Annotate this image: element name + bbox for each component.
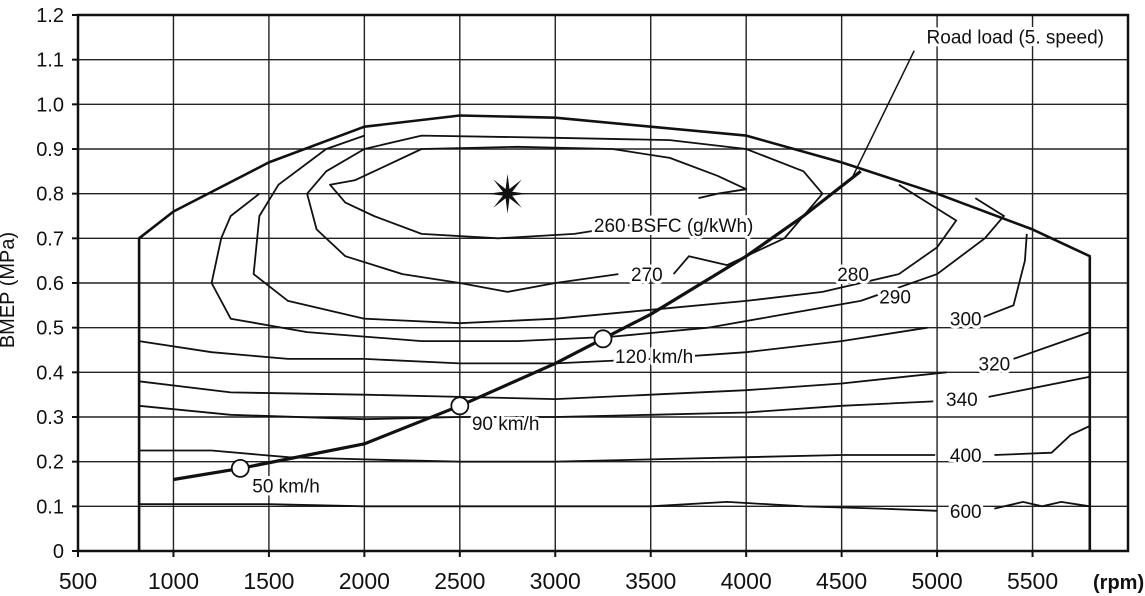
x-axis-label: (rpm) xyxy=(1093,572,1144,594)
y-tick-label: 0.1 xyxy=(36,496,64,518)
x-tick-label: 1000 xyxy=(148,568,199,594)
y-tick-label: 0.2 xyxy=(36,452,64,474)
x-tick-label: 4500 xyxy=(816,568,867,594)
contour-label-270: 270 xyxy=(631,265,663,286)
y-tick-label: 0.8 xyxy=(36,184,64,206)
contour-line-600 xyxy=(139,500,938,512)
x-tick-label: 4000 xyxy=(721,568,772,594)
y-tick-label: 0.4 xyxy=(36,362,64,384)
y-tick-label: 0 xyxy=(53,541,64,563)
y-axis-label: BMEP (MPa) xyxy=(0,232,19,348)
contour-line-400 xyxy=(139,449,936,463)
x-tick-label: 2000 xyxy=(339,568,390,594)
speed-marker-label: 90 km/h xyxy=(472,414,540,435)
contour-line-280 xyxy=(252,134,823,325)
y-tick-label: 0.3 xyxy=(36,407,64,429)
y-tick-label: 1.1 xyxy=(36,50,64,72)
contour-line-segment xyxy=(1013,331,1091,360)
y-tick-label: 0.6 xyxy=(36,273,64,295)
speed-marker xyxy=(450,396,470,416)
x-tick-label: 5000 xyxy=(912,568,963,594)
contour-line-segment xyxy=(698,192,718,199)
y-tick-label: 0.5 xyxy=(36,318,64,340)
speed-marker-label: 120 km/h xyxy=(615,347,693,368)
contour-line-segment xyxy=(978,233,1028,320)
y-tick-label: 1.0 xyxy=(36,94,64,116)
contour-label-340: 340 xyxy=(946,390,978,411)
contour-line-340 xyxy=(139,400,934,421)
plot-frame xyxy=(76,13,1130,553)
y-tick-label: 0.7 xyxy=(36,228,64,250)
contour-line-270 xyxy=(306,134,824,293)
contour-label-320: 320 xyxy=(979,354,1011,375)
x-tick-label: 5500 xyxy=(1007,568,1058,594)
road-load-curve xyxy=(173,50,915,482)
contour-label-260: 260 BSFC (g/kWh) xyxy=(594,216,753,237)
contour-label-300: 300 xyxy=(950,310,982,331)
contour-line-segment xyxy=(860,197,1006,302)
x-tick-label: 1500 xyxy=(243,568,294,594)
speed-marker-label: 50 km/h xyxy=(252,476,320,497)
contour-line-segment xyxy=(994,500,1090,510)
contour-line-320 xyxy=(138,371,947,401)
contour-line-segment xyxy=(994,425,1091,456)
y-tick-label: 0.9 xyxy=(36,139,64,161)
contour-label-290: 290 xyxy=(879,287,911,308)
road-load-line xyxy=(173,170,862,482)
contour-line-290 xyxy=(210,192,861,343)
bsfc-contours xyxy=(138,134,1091,512)
axes: 500 1000 1500 2000 2500 3000 3500 4000 4500 5000 5… xyxy=(36,5,1130,594)
contour-label-600: 600 xyxy=(950,502,982,523)
contour-line-300 xyxy=(138,326,928,365)
x-tick-label: 3000 xyxy=(530,568,581,594)
contour-line-segment xyxy=(822,183,958,293)
contour-line-260 xyxy=(329,145,748,240)
full-load-boundary xyxy=(137,114,1092,551)
road-load-label: Road load (5. speed) xyxy=(927,27,1104,48)
contour-label-280: 280 xyxy=(837,265,869,286)
x-tick-label: 2500 xyxy=(434,568,485,594)
y-tick-label: 1.2 xyxy=(36,5,64,27)
speed-marker xyxy=(230,458,250,478)
road-load-leader xyxy=(852,50,915,177)
x-tick-label: 500 xyxy=(59,568,97,594)
optimum-star-marker xyxy=(487,173,528,214)
x-tick-label: 3500 xyxy=(625,568,676,594)
contour-label-400: 400 xyxy=(950,446,982,467)
speed-marker xyxy=(593,329,613,349)
full-load-curve xyxy=(137,114,1092,551)
contour-line-segment xyxy=(988,375,1090,398)
